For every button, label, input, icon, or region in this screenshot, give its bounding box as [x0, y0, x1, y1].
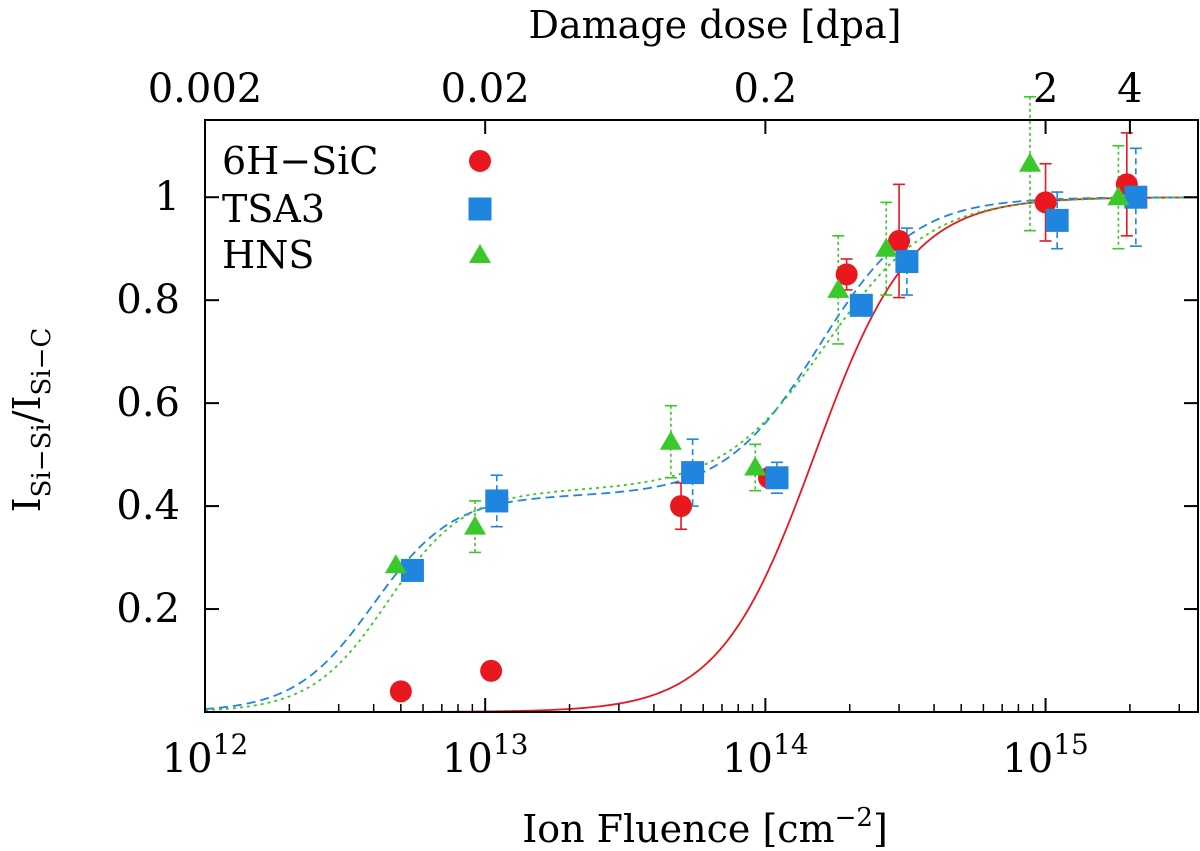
legend: 6H−SiC TSA3 HNS [222, 139, 492, 277]
data-point-tsa3 [1124, 185, 1148, 209]
legend-marker-6h-sic [469, 150, 491, 172]
data-point-6h-sic [888, 229, 911, 252]
data-point-hns [659, 430, 682, 450]
data-point-hns [464, 515, 487, 535]
legend-label-6h-sic: 6H−SiC [222, 139, 378, 183]
legend-label-hns: HNS [222, 233, 314, 277]
legend-label-tsa3: TSA3 [222, 187, 325, 231]
fit-curve-6h-sic [205, 196, 1198, 712]
y-tick-label: 0.6 [116, 380, 180, 426]
legend-marker-tsa3 [468, 197, 492, 221]
tick-labels: 1012 1013 1014 1015 0.002 0.02 0.2 2 4 0.2 0.4 0.6 0… [116, 66, 1142, 782]
axis-ticks [204, 120, 1198, 712]
data-point-tsa3 [895, 250, 919, 274]
data-markers [384, 152, 1148, 703]
data-point-6h-sic [480, 659, 503, 682]
x-tick-label: 1013 [442, 728, 529, 782]
x-tick-label: 1015 [1002, 728, 1089, 782]
data-point-6h-sic [389, 680, 412, 703]
data-point-hns [827, 278, 850, 298]
data-point-hns [1019, 152, 1042, 172]
y-tick-label: 0.4 [116, 483, 180, 529]
y-tick-label: 0.8 [116, 277, 180, 323]
data-point-hns [744, 456, 767, 476]
data-point-tsa3 [400, 558, 424, 582]
x2-tick-label: 0.02 [441, 66, 530, 112]
x-tick-label: 1012 [162, 728, 249, 782]
data-point-hns [384, 554, 407, 574]
error-bars [469, 96, 1142, 554]
data-point-6h-sic [835, 263, 858, 286]
data-point-tsa3 [485, 489, 509, 513]
data-point-hns [875, 237, 898, 257]
y-axis-title: ISi−Si/ISi−C [5, 328, 57, 513]
x2-axis-title: Damage dose [dpa] [529, 3, 902, 47]
data-point-tsa3 [849, 293, 873, 317]
plot-frame [204, 119, 1199, 713]
data-point-hns [1107, 186, 1130, 206]
x2-tick-label: 4 [1117, 66, 1142, 112]
fit-curves [205, 196, 1198, 712]
y-tick-label: 0.2 [116, 586, 180, 632]
data-point-6h-sic [670, 495, 693, 518]
data-point-tsa3 [765, 466, 789, 490]
data-point-tsa3 [681, 461, 705, 485]
data-point-6h-sic [1034, 191, 1057, 214]
fit-curve-tsa3 [205, 196, 1198, 710]
fit-curve-hns [205, 196, 1198, 712]
x2-tick-label: 2 [1033, 66, 1058, 112]
data-point-tsa3 [1045, 208, 1069, 232]
x-tick-label: 1014 [722, 728, 809, 782]
legend-marker-hns [469, 244, 491, 263]
x2-tick-label: 0.2 [734, 66, 798, 112]
x2-tick-label: 0.002 [148, 66, 263, 112]
y-tick-label: 1 [155, 174, 180, 220]
x-axis-title: Ion Fluence [cm−2] [522, 803, 888, 851]
